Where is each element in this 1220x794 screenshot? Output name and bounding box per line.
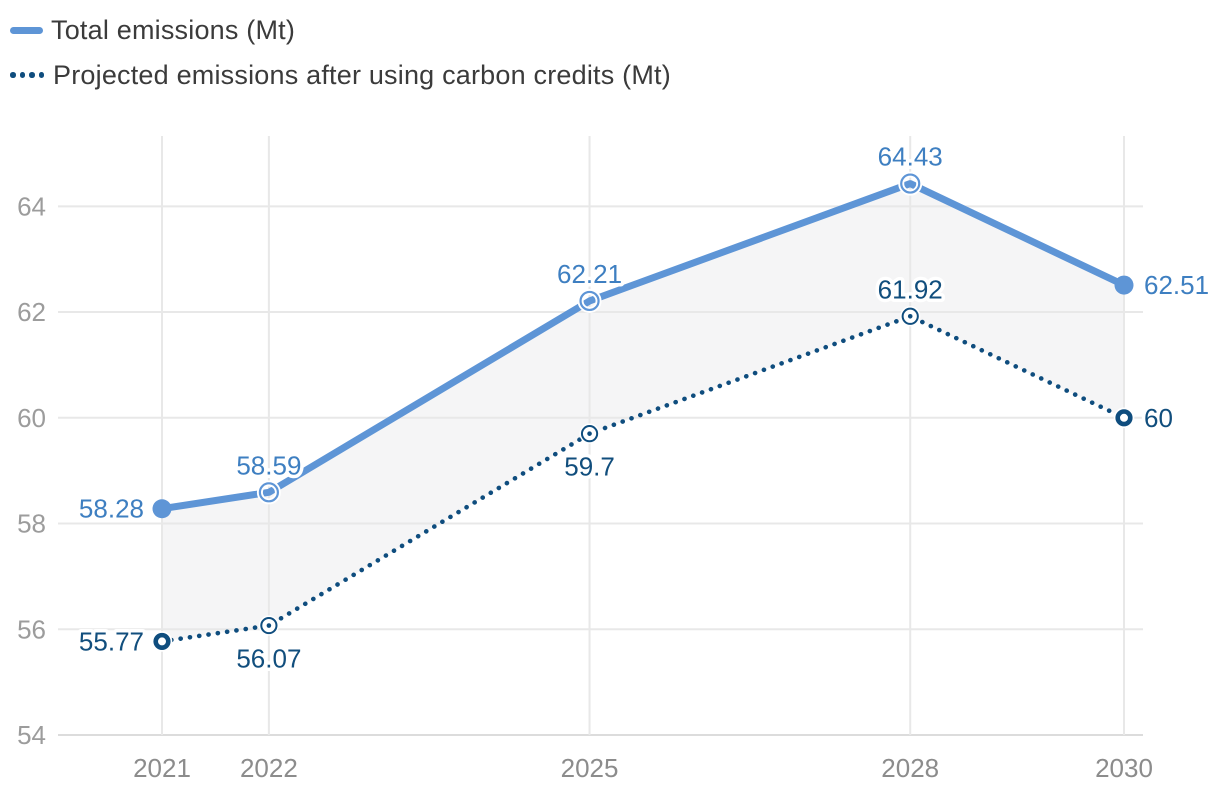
y-tick-label: 58 <box>17 509 46 539</box>
marker-center-dot <box>587 431 592 436</box>
data-point-label: 62.21 <box>557 259 622 289</box>
y-tick-label: 62 <box>17 297 46 327</box>
x-tick-label: 2030 <box>1095 753 1153 783</box>
legend-label: Total emissions (Mt) <box>51 14 296 45</box>
data-point-label: 61.92 <box>878 274 943 304</box>
data-point-marker[interactable] <box>1114 275 1134 295</box>
data-point-label: 59.7 <box>564 452 615 482</box>
data-point-label: 64.43 <box>878 142 943 172</box>
series-line-total <box>158 180 1128 513</box>
data-point-marker[interactable] <box>153 632 171 651</box>
x-tick-label: 2025 <box>561 753 619 783</box>
data-point-label: 58.59 <box>236 450 301 480</box>
data-point-label: 56.07 <box>236 644 301 674</box>
y-tick-label: 54 <box>17 720 46 750</box>
series-band-fill <box>162 183 1124 642</box>
y-tick-label: 56 <box>17 614 46 644</box>
y-tick-label: 64 <box>17 191 46 221</box>
data-point-marker[interactable] <box>900 173 921 194</box>
data-point-label: 60 <box>1144 403 1173 433</box>
legend-label: Projected emissions after using carbon c… <box>53 59 671 90</box>
data-point-label: 55.77 <box>79 626 144 656</box>
solid-line-swatch-icon <box>10 26 43 34</box>
data-point-marker[interactable] <box>579 290 600 312</box>
legend-item-projected-emissions[interactable]: Projected emissions after using carbon c… <box>10 58 671 92</box>
x-tick-label: 2022 <box>240 753 298 783</box>
data-point-marker[interactable] <box>1115 409 1133 427</box>
marker-center-dot <box>907 313 913 319</box>
marker-center-dot <box>266 623 272 628</box>
y-tick-label: 60 <box>17 403 46 433</box>
x-tick-label: 2028 <box>881 753 939 783</box>
data-point-label: 62.51 <box>1144 270 1209 300</box>
data-point-label: 58.28 <box>79 494 144 524</box>
data-point-marker[interactable] <box>152 499 172 519</box>
x-tick-label: 2021 <box>133 753 191 783</box>
chart-legend: Total emissions (Mt) Projected emissions… <box>10 13 671 92</box>
legend-item-total-emissions[interactable]: Total emissions (Mt) <box>10 13 671 47</box>
data-point-marker[interactable] <box>258 482 279 503</box>
dotted-line-swatch-icon <box>10 72 48 79</box>
